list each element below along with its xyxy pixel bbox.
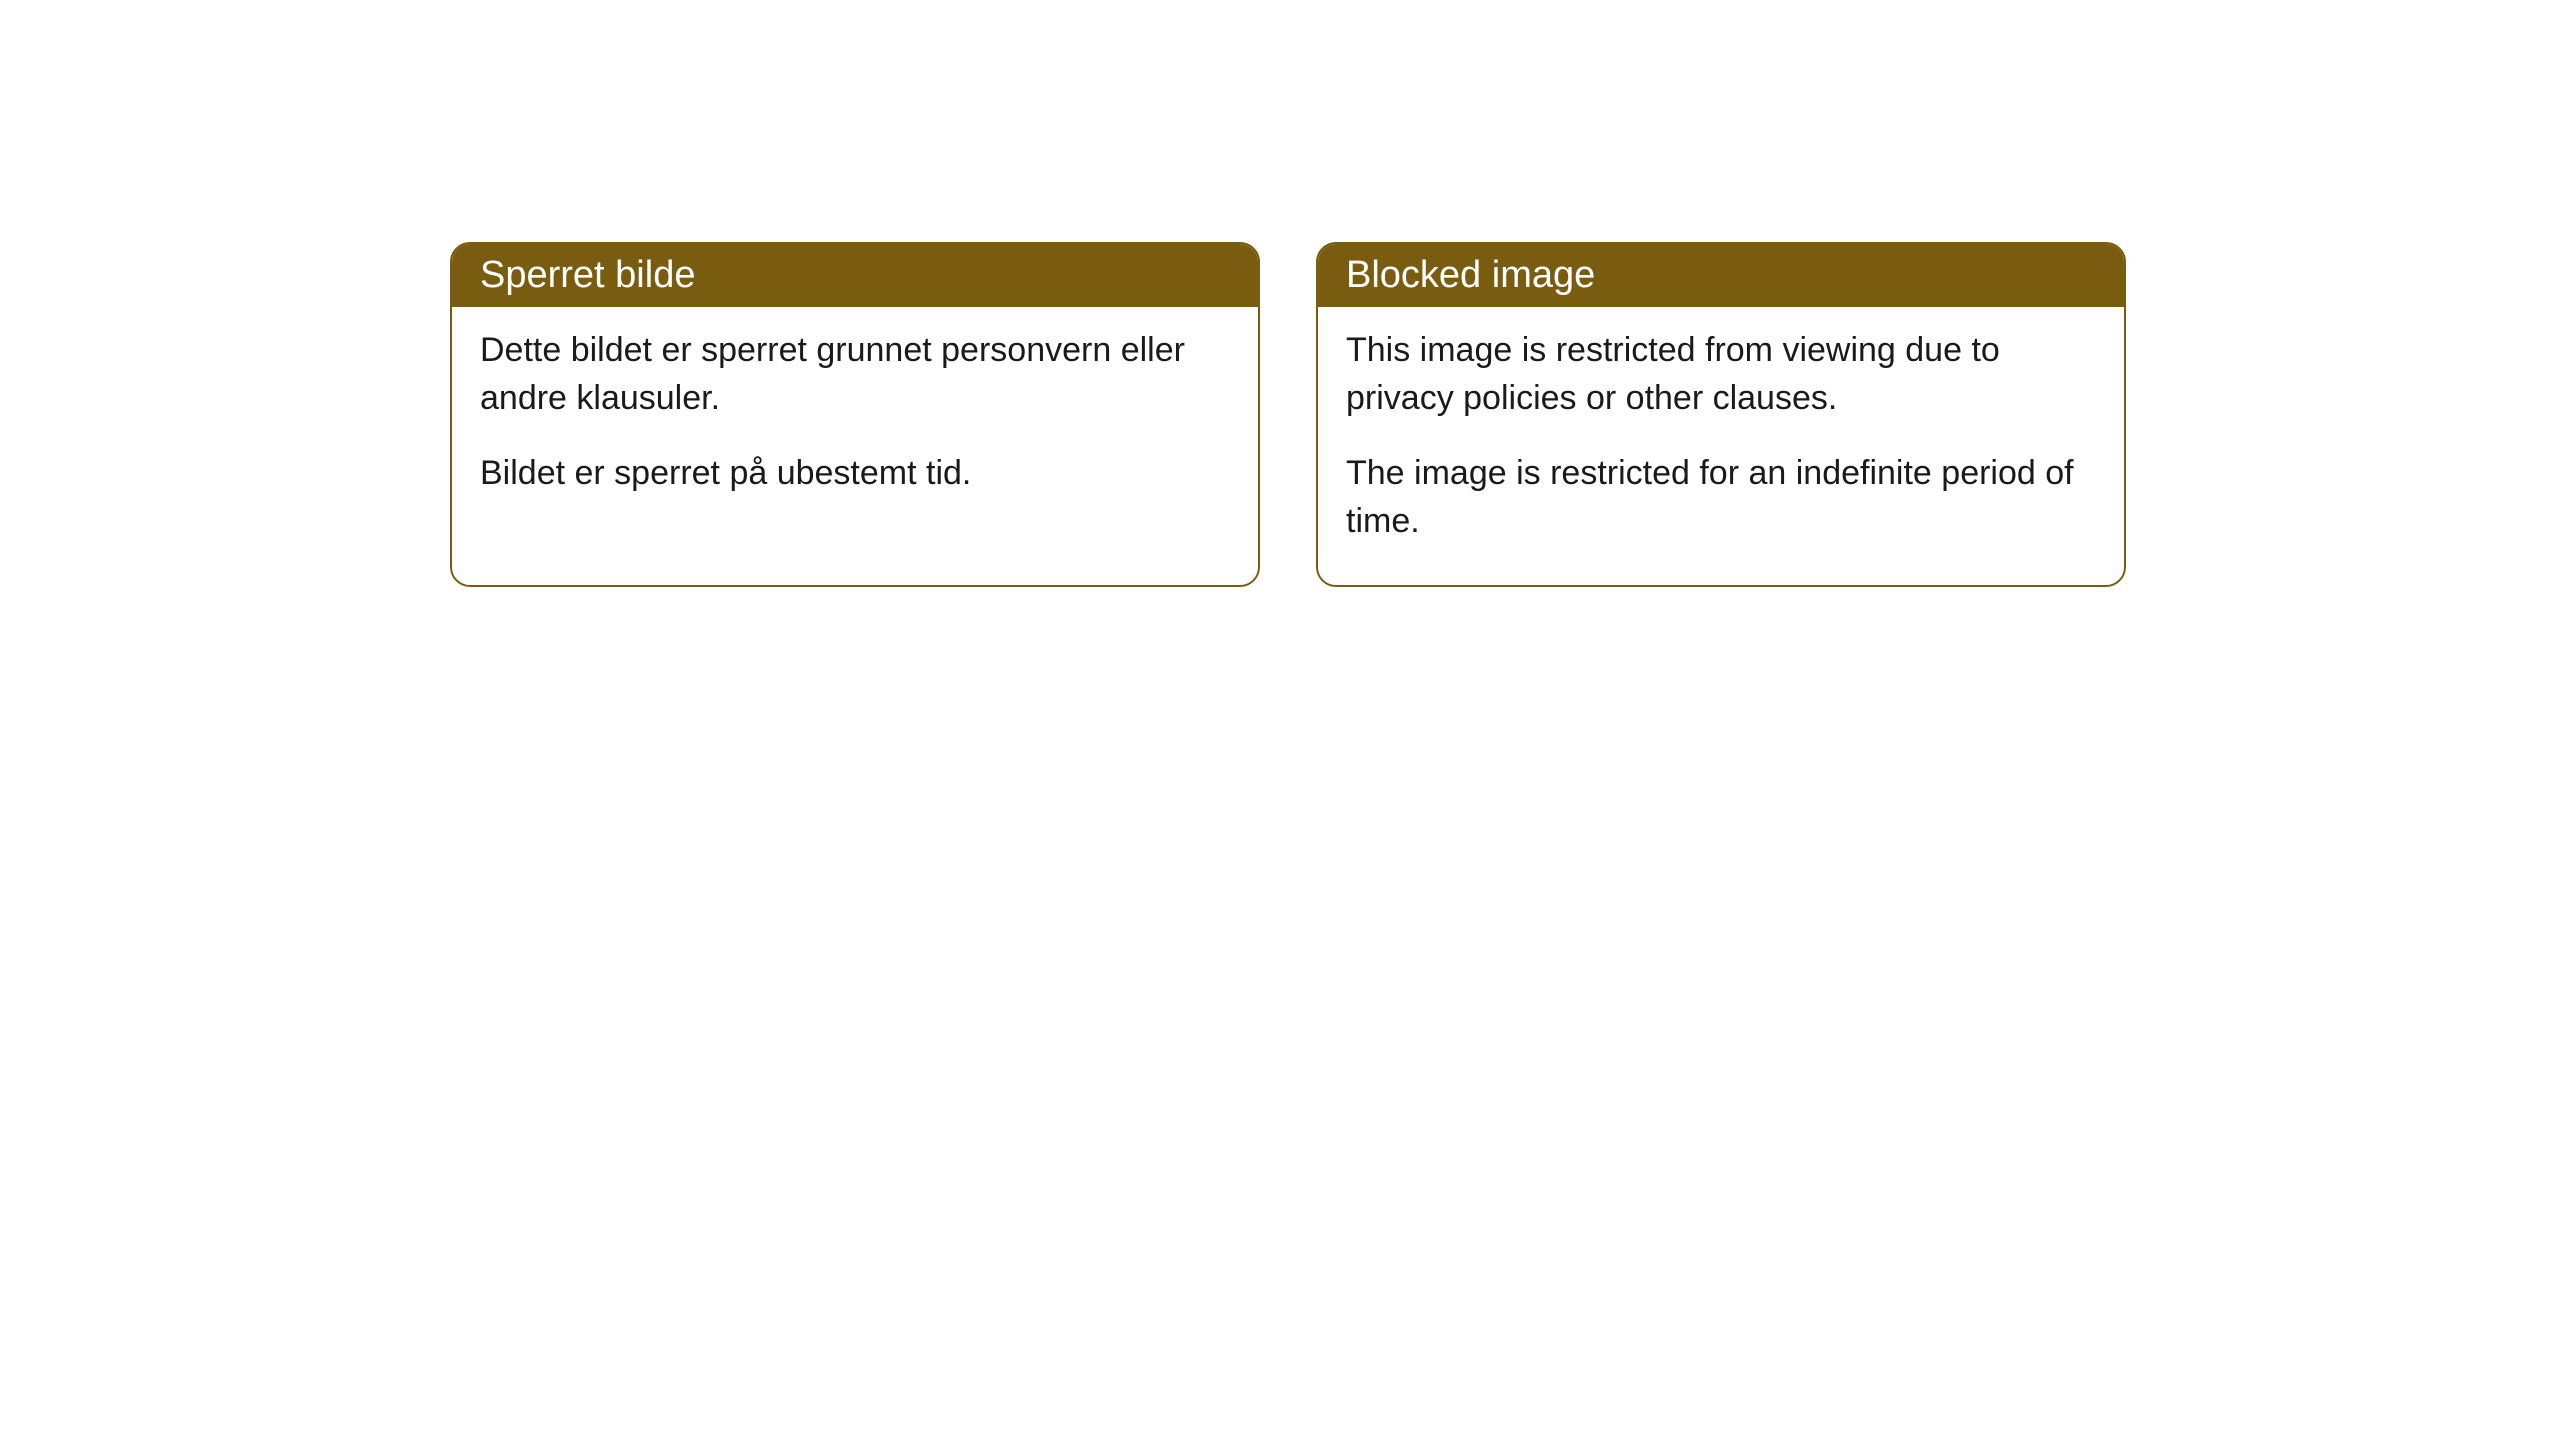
cards-container: Sperret bilde Dette bildet er sperret gr… — [450, 242, 2126, 587]
card-paragraph: Dette bildet er sperret grunnet personve… — [480, 327, 1230, 422]
card-header: Blocked image — [1318, 244, 2124, 307]
card-paragraph: The image is restricted for an indefinit… — [1346, 450, 2096, 545]
notice-card-norwegian: Sperret bilde Dette bildet er sperret gr… — [450, 242, 1260, 587]
card-body: This image is restricted from viewing du… — [1318, 307, 2124, 585]
notice-card-english: Blocked image This image is restricted f… — [1316, 242, 2126, 587]
card-title: Blocked image — [1346, 254, 1595, 296]
card-header: Sperret bilde — [452, 244, 1258, 307]
card-paragraph: Bildet er sperret på ubestemt tid. — [480, 450, 1230, 498]
card-body: Dette bildet er sperret grunnet personve… — [452, 307, 1258, 538]
card-paragraph: This image is restricted from viewing du… — [1346, 327, 2096, 422]
card-title: Sperret bilde — [480, 254, 695, 296]
